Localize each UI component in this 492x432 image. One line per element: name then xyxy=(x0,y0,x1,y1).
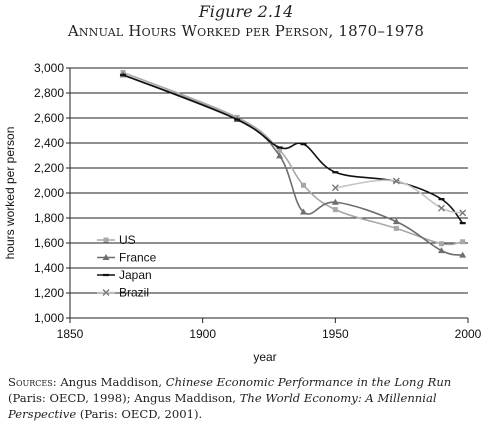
data-point-square xyxy=(103,237,109,243)
data-point-x xyxy=(331,184,339,192)
line-chart: 1,000 1,200 1,400 1,600 1,800 2,000 2,200 2,400… xyxy=(3,61,482,364)
data-point-x xyxy=(459,209,467,217)
series-france xyxy=(119,71,467,258)
series-line-us xyxy=(122,71,463,246)
series-line-brazil xyxy=(335,179,463,214)
legend: US France Japan Brazil xyxy=(97,233,157,300)
legend-label-france: France xyxy=(119,251,157,265)
data-point-triangle xyxy=(276,152,284,159)
y-tick-label: 2,600 xyxy=(34,111,64,125)
source-book-2: The World Economy: A Millennial Perspect… xyxy=(8,391,437,421)
legend-item-brazil: Brazil xyxy=(97,286,149,300)
data-point-triangle xyxy=(437,247,445,254)
gridlines xyxy=(70,67,468,319)
series-line-france xyxy=(122,74,463,256)
y-tick-label: 1,600 xyxy=(34,236,64,250)
series-brazil xyxy=(331,177,467,217)
sources-text-2: (Paris: OECD, 1998); Angus Maddison, xyxy=(8,391,240,405)
y-tick-label: 1,400 xyxy=(34,261,64,275)
sources-text-3: (Paris: OECD, 2001). xyxy=(76,407,203,421)
data-point-triangle xyxy=(299,208,307,215)
data-point-square xyxy=(393,225,399,231)
x-axis-title: year xyxy=(253,350,276,364)
legend-item-us: US xyxy=(97,233,136,247)
source-book-1: Chinese Economic Performance in the Long… xyxy=(165,375,452,389)
data-point-triangle xyxy=(331,198,339,205)
data-point-square xyxy=(332,207,338,213)
y-tick-label: 1,000 xyxy=(34,311,64,325)
x-tick-label: 1850 xyxy=(57,327,84,341)
series-us xyxy=(120,70,466,247)
x-tick-label: 1900 xyxy=(189,327,216,341)
data-point-triangle xyxy=(392,218,400,225)
y-tick-label: 1,800 xyxy=(34,211,64,225)
legend-item-japan: Japan xyxy=(97,268,152,282)
y-tick-label: 2,000 xyxy=(34,186,64,200)
y-tick-label: 2,400 xyxy=(34,136,64,150)
data-point-x xyxy=(438,204,445,212)
y-tick-label: 2,800 xyxy=(34,86,64,100)
series-lines xyxy=(119,70,467,258)
legend-label-us: US xyxy=(119,233,136,247)
data-point-triangle xyxy=(459,251,467,258)
sources-note: Sources: Angus Maddison, Chinese Economi… xyxy=(8,374,486,422)
data-point-x xyxy=(392,177,400,185)
data-point-square xyxy=(277,147,283,153)
y-tick-label: 3,000 xyxy=(34,61,64,75)
figure-label: Figure 2.14 xyxy=(198,2,294,21)
y-tick-label: 1,200 xyxy=(34,286,64,300)
data-point-square xyxy=(300,182,306,188)
data-point-square xyxy=(460,239,466,245)
legend-label-japan: Japan xyxy=(119,268,152,282)
sources-text-1: Angus Maddison, xyxy=(60,375,166,389)
x-tick-label: 2000 xyxy=(455,327,482,341)
y-axis-title: hours worked per person xyxy=(3,127,17,260)
sources-label: Sources: xyxy=(8,375,57,389)
series-japan xyxy=(120,73,466,225)
axes: 1,000 1,200 1,400 1,600 1,800 2,000 2,200 2,400… xyxy=(34,61,482,341)
x-tick-label: 1950 xyxy=(322,327,349,341)
data-point-x xyxy=(102,289,110,296)
series-line-japan xyxy=(122,74,464,224)
figure-title: Annual Hours Worked per Person, 1870–197… xyxy=(67,22,425,40)
data-point-triangle xyxy=(102,254,110,260)
legend-item-france: France xyxy=(97,251,157,265)
y-tick-label: 2,200 xyxy=(34,161,64,175)
legend-label-brazil: Brazil xyxy=(119,286,149,300)
data-point-square xyxy=(438,241,444,247)
